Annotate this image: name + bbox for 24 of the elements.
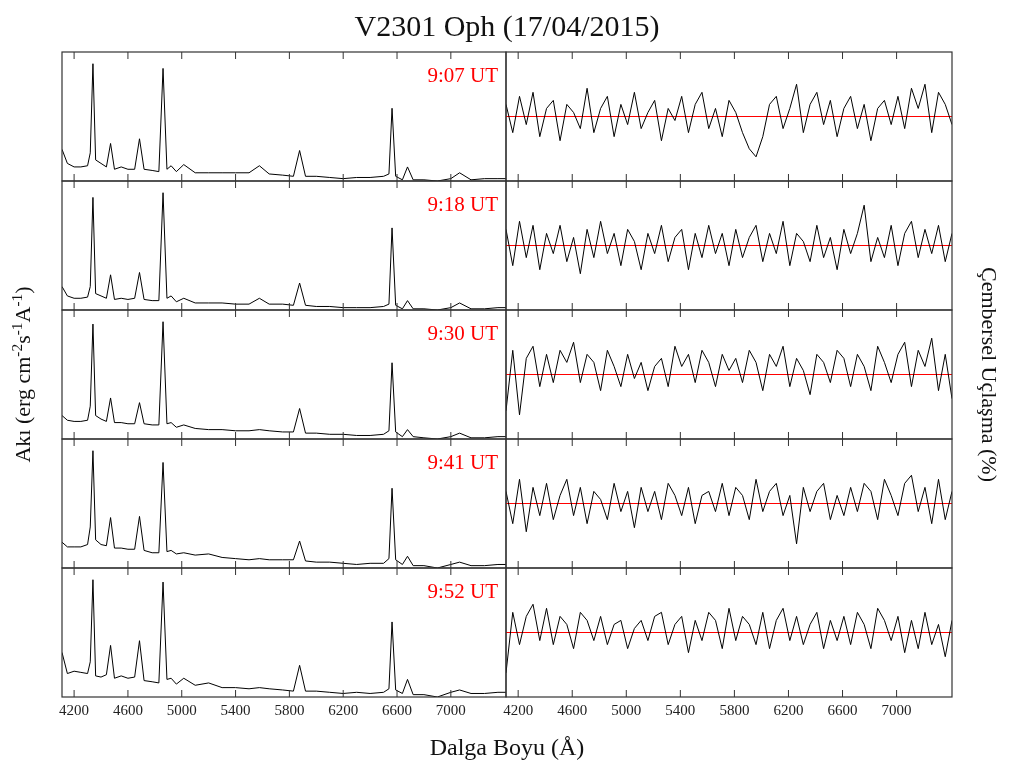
x-tick-label: 5400 xyxy=(665,702,696,718)
x-tick-label: 7000 xyxy=(435,702,466,718)
x-tick-label: 6600 xyxy=(827,702,858,718)
y-axis-title: Çembersel Uçlaşma (%) xyxy=(977,266,1002,483)
annotation: 9:41 UT xyxy=(427,450,499,474)
x-tick-label: 4200 xyxy=(59,702,90,718)
x-tick-label: 5000 xyxy=(611,702,642,718)
x-tick-label: 5800 xyxy=(274,702,305,718)
x-tick-label: 7000 xyxy=(881,702,912,718)
annotation: 9:52 UT xyxy=(427,579,499,603)
x-tick-label: 6200 xyxy=(773,702,804,718)
x-tick-label: 5400 xyxy=(220,702,251,718)
x-tick-label: 4600 xyxy=(112,702,143,718)
annotation: 9:07 UT xyxy=(427,63,499,87)
annotation: 9:18 UT xyxy=(427,192,499,216)
chart-title: V2301 Oph (17/04/2015) xyxy=(354,9,660,43)
annotation: 9:30 UT xyxy=(427,321,499,345)
x-tick-label: 5000 xyxy=(166,702,197,718)
x-tick-label: 6600 xyxy=(382,702,413,718)
x-tick-label: 5800 xyxy=(719,702,750,718)
x-tick-label: 4600 xyxy=(557,702,588,718)
x-tick-label: 4200 xyxy=(503,702,534,718)
x-axis-title: Dalga Boyu (Å) xyxy=(429,734,585,760)
x-tick-label: 6200 xyxy=(328,702,359,718)
